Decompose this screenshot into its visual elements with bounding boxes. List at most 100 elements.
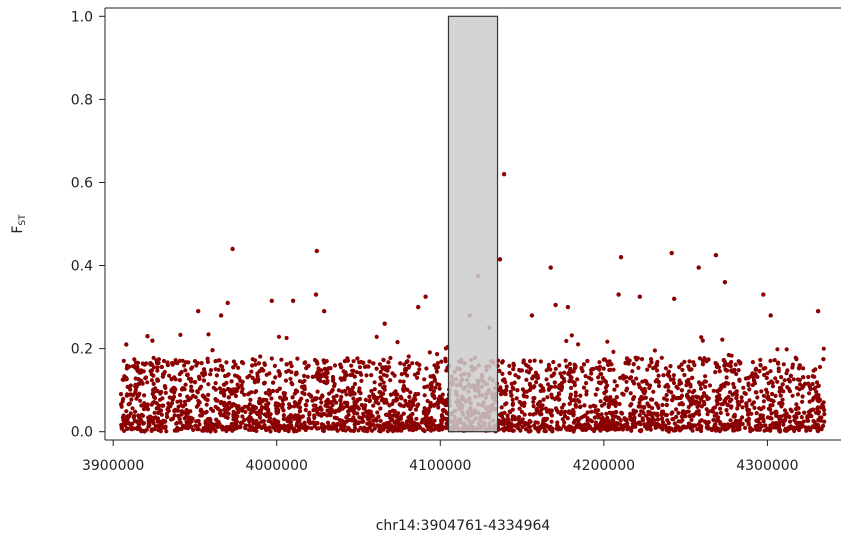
data-point: [536, 425, 541, 430]
data-point: [305, 374, 310, 379]
data-point: [687, 389, 692, 394]
data-point: [301, 385, 306, 390]
data-point: [528, 428, 533, 433]
data-point: [549, 374, 554, 379]
data-point: [813, 385, 818, 390]
data-point: [411, 426, 416, 431]
data-point: [133, 382, 138, 387]
data-point: [785, 368, 790, 373]
data-point: [654, 377, 660, 383]
data-point: [748, 429, 753, 434]
data-point: [359, 372, 364, 377]
data-point: [306, 416, 311, 421]
data-point: [355, 398, 360, 403]
data-point: [568, 395, 573, 400]
data-point: [367, 420, 372, 425]
data-point: [196, 402, 201, 407]
data-point: [264, 414, 269, 419]
data-point: [636, 365, 641, 370]
data-point: [713, 253, 719, 258]
data-point: [582, 403, 587, 408]
data-point: [208, 368, 214, 373]
data-point: [660, 402, 665, 408]
data-point: [758, 415, 764, 420]
data-point: [167, 395, 172, 400]
data-point: [314, 248, 319, 254]
data-point: [690, 390, 696, 395]
data-point: [797, 387, 802, 392]
y-axis-title-subscript: ST: [18, 214, 28, 226]
data-point: [182, 363, 187, 368]
data-point: [607, 402, 612, 407]
data-point: [357, 365, 363, 370]
data-point: [569, 385, 574, 390]
data-point: [396, 411, 401, 416]
data-point: [751, 400, 757, 405]
data-point: [380, 397, 386, 402]
data-point: [689, 417, 694, 422]
data-point: [206, 382, 211, 387]
data-point: [329, 400, 334, 405]
data-point: [624, 388, 629, 393]
data-point: [303, 402, 308, 407]
data-point: [675, 424, 680, 430]
data-point: [802, 410, 807, 415]
data-point: [663, 423, 668, 428]
data-point: [617, 401, 622, 407]
data-point: [497, 257, 503, 262]
data-point: [312, 421, 317, 426]
data-point: [402, 362, 407, 367]
data-point: [253, 362, 258, 367]
data-point: [718, 410, 723, 415]
data-point: [529, 313, 535, 318]
data-point: [686, 394, 691, 400]
data-point: [392, 392, 397, 397]
data-point: [658, 425, 663, 430]
data-point: [650, 406, 655, 411]
data-point: [511, 363, 516, 368]
data-point: [572, 380, 577, 385]
data-point: [320, 412, 326, 417]
data-point: [554, 426, 560, 431]
data-point: [243, 425, 248, 430]
data-point: [773, 421, 778, 426]
data-point: [421, 411, 426, 416]
data-point: [398, 403, 403, 408]
data-point: [807, 426, 812, 431]
data-point: [184, 414, 189, 419]
data-point: [416, 304, 421, 310]
x-tick-label: 4000000: [246, 458, 308, 474]
data-point: [706, 420, 711, 425]
data-point: [755, 374, 760, 379]
data-point: [181, 404, 186, 409]
data-point: [607, 367, 612, 373]
data-point: [233, 393, 238, 399]
data-point: [773, 376, 778, 381]
data-point: [150, 338, 155, 343]
data-point: [120, 377, 125, 382]
data-point: [289, 423, 294, 428]
data-point: [739, 395, 744, 400]
data-point: [121, 413, 126, 418]
data-point: [761, 399, 767, 404]
data-point: [225, 386, 231, 392]
data-point: [151, 381, 156, 386]
data-point: [175, 408, 181, 413]
data-point: [795, 377, 801, 382]
data-point: [214, 373, 219, 378]
data-point: [384, 412, 389, 417]
data-point: [788, 373, 794, 378]
data-point: [747, 387, 752, 392]
data-point: [263, 390, 268, 396]
data-point: [435, 365, 441, 370]
data-point: [309, 426, 314, 431]
data-point: [240, 414, 245, 419]
data-point: [312, 415, 317, 420]
data-point: [815, 309, 821, 314]
data-point: [519, 368, 525, 373]
data-point: [192, 380, 198, 385]
data-point: [795, 424, 800, 429]
data-point: [814, 380, 820, 385]
data-point: [315, 389, 320, 394]
data-point: [781, 422, 786, 427]
